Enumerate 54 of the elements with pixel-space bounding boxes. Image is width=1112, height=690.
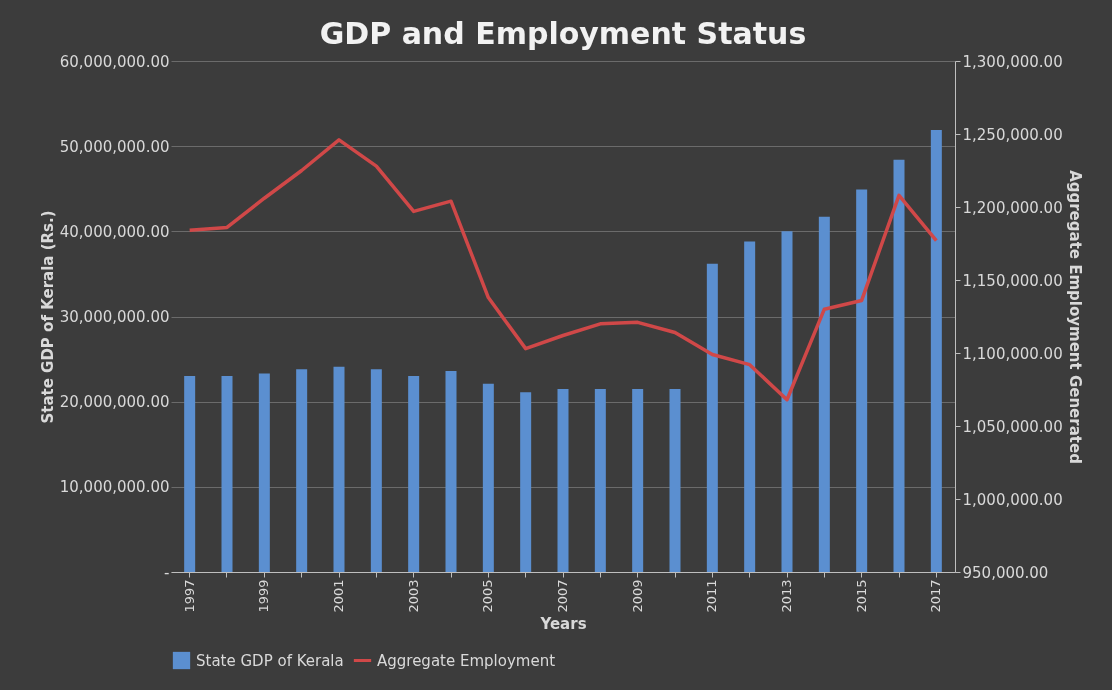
bar	[856, 189, 868, 572]
y-tick-label: 10,000,000.00	[59, 478, 170, 497]
bar	[520, 392, 532, 572]
bar	[930, 129, 942, 572]
x-tick-label: 1999	[256, 579, 272, 613]
bar	[781, 231, 793, 572]
y2-tick-label: 1,050,000.00	[962, 417, 1063, 436]
x-axis-title: Years	[539, 614, 587, 633]
y2-axis-title: Aggregate Employment Generated	[1065, 170, 1084, 464]
x-tick-label: 2005	[480, 579, 496, 613]
bar	[333, 366, 345, 572]
bar	[482, 383, 494, 572]
bar	[744, 241, 756, 572]
y2-tick-label: 1,300,000.00	[962, 52, 1063, 71]
y-tick-label: 50,000,000.00	[59, 137, 170, 156]
x-tick-label: 2013	[779, 579, 794, 613]
x-tick-label: 1997	[181, 579, 197, 613]
y2-tick-label: 1,100,000.00	[962, 344, 1063, 363]
y2-tick-label: 1,000,000.00	[962, 490, 1063, 509]
bar	[221, 376, 233, 572]
bar	[632, 388, 644, 572]
y2-tick-label: 950,000.00	[962, 563, 1049, 582]
x-tick-label: 2015	[853, 579, 869, 613]
y2-tick-label: 1,200,000.00	[962, 198, 1063, 217]
bar	[594, 388, 606, 572]
y-tick-label: 20,000,000.00	[59, 393, 170, 412]
x-tick-label: 2011	[704, 579, 720, 613]
line-series	[187, 138, 939, 402]
y-tick-label: 40,000,000.00	[59, 222, 170, 241]
bar	[818, 216, 830, 572]
x-tick-label: 2017	[928, 579, 944, 613]
bar	[893, 159, 905, 572]
bar	[408, 376, 420, 572]
y-axis-title: State GDP of Kerala (Rs.)	[38, 210, 57, 424]
y-tick-label: -	[164, 563, 170, 582]
bar	[370, 369, 382, 572]
bar	[706, 263, 718, 572]
y2-tick-label: 1,150,000.00	[962, 271, 1063, 290]
legend-label: Aggregate Employment	[377, 651, 556, 670]
bar	[258, 373, 270, 572]
chart-title: GDP and Employment Status	[319, 16, 807, 51]
x-tick-label: 2003	[405, 579, 421, 613]
y2-tick-label: 1,250,000.00	[962, 125, 1063, 144]
bar	[296, 369, 308, 572]
y-tick-label: 30,000,000.00	[59, 308, 170, 326]
bar	[445, 371, 457, 572]
bar	[184, 376, 196, 572]
legend-label: State GDP of Kerala	[196, 651, 344, 670]
bar	[669, 388, 681, 572]
x-tick-label: 2001	[331, 579, 346, 613]
x-tick-label: 2009	[629, 579, 645, 613]
x-tick-label: 2007	[555, 579, 570, 613]
bar	[557, 388, 569, 572]
y-tick-label: 60,000,000.00	[59, 52, 170, 71]
